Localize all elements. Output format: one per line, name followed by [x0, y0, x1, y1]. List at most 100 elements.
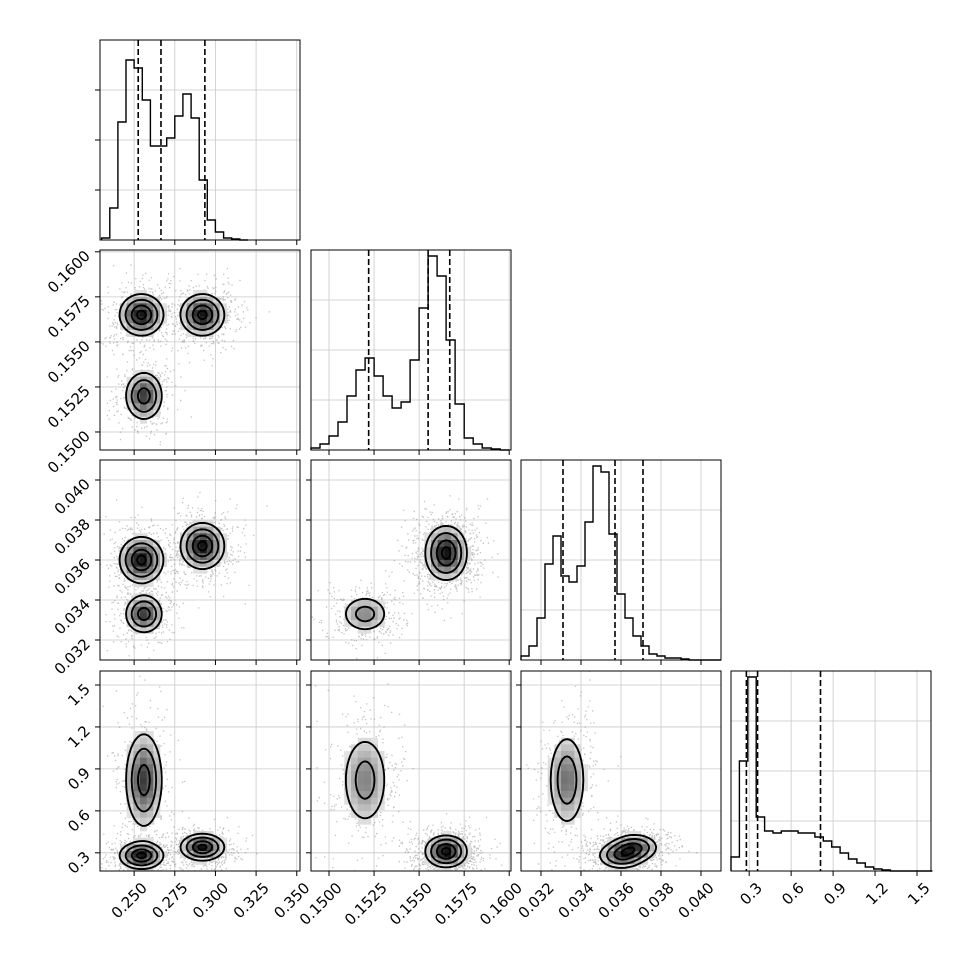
density-cell — [364, 613, 372, 621]
density-cell — [364, 784, 372, 792]
density-cell — [444, 553, 452, 561]
panel-content — [101, 675, 258, 871]
density-cell — [140, 811, 147, 818]
density-cell — [437, 857, 445, 865]
density-cell — [153, 396, 161, 404]
density-cell — [186, 540, 194, 547]
density-cell — [146, 757, 154, 765]
panel-content — [526, 671, 698, 871]
density-cell — [126, 383, 134, 391]
contour-level-2 — [354, 532, 463, 623]
contour-level-1 — [435, 539, 457, 567]
density-cell — [153, 844, 161, 852]
density-cell — [133, 553, 141, 561]
x-tick-label-1-3: 0.1575 — [431, 879, 481, 929]
density-cell — [351, 811, 358, 818]
density-cell — [126, 851, 134, 858]
density-cell — [213, 526, 221, 534]
density-cell — [364, 804, 372, 812]
density-cell — [133, 383, 141, 391]
density-cell — [574, 804, 582, 812]
density-cell — [153, 797, 161, 805]
density-cell — [351, 791, 358, 798]
density-cell — [357, 744, 365, 752]
density-cell — [431, 851, 438, 858]
density-cell — [431, 546, 438, 554]
contour-level-2 — [124, 747, 220, 867]
density-cell — [140, 606, 147, 614]
density-cell — [180, 533, 187, 541]
density-cell — [133, 390, 141, 397]
density-cell — [153, 751, 161, 758]
density-cell — [567, 804, 575, 812]
density-cell — [213, 844, 221, 852]
y-tick-label-2-2: 0.036 — [51, 555, 94, 598]
density-cell — [186, 296, 194, 304]
y-tick-label-3-4: 1.5 — [64, 680, 94, 710]
density-cell — [451, 526, 458, 534]
density-cell — [126, 296, 134, 304]
density-cell — [377, 600, 385, 607]
y-tick-label-2-0: 0.032 — [51, 635, 94, 678]
density-cell — [364, 791, 372, 798]
density-cell — [193, 540, 201, 547]
density-cell — [444, 831, 452, 838]
panel-content — [311, 495, 499, 660]
density-cell — [133, 764, 141, 772]
density-cell — [126, 303, 134, 311]
contour-level-0 — [136, 309, 208, 321]
density-cell — [186, 560, 194, 567]
density-cell — [561, 771, 568, 778]
density-cell — [206, 844, 214, 852]
y-tick-label-1-2: 0.1550 — [44, 337, 94, 387]
density-cell — [153, 857, 161, 865]
density-cell — [200, 533, 207, 541]
density-cell — [140, 784, 147, 792]
density-cell — [561, 797, 568, 805]
density-cell — [457, 540, 465, 547]
density-cell — [153, 403, 161, 411]
density-cell — [140, 824, 147, 832]
density-cell — [133, 403, 141, 411]
contour-level-1 — [435, 843, 457, 860]
density-cell — [160, 303, 167, 311]
density-cell — [357, 606, 365, 614]
density-cell — [153, 804, 161, 812]
density-cell — [133, 323, 141, 331]
density-cell — [220, 837, 227, 845]
density-cell — [567, 744, 575, 752]
density-cell — [120, 303, 127, 311]
y-tick-label-2-1: 0.034 — [51, 595, 94, 638]
density-cell — [424, 533, 432, 541]
density-cell — [357, 817, 365, 825]
density-cell — [431, 540, 438, 547]
density-cell — [424, 553, 432, 561]
density-cell — [364, 764, 372, 772]
density-cell — [371, 600, 378, 607]
x-tick-label-3-0: 0.3 — [736, 879, 766, 909]
scatter-panel-3-0 — [95, 670, 301, 876]
histogram-step-3 — [730, 676, 933, 872]
density-cell — [133, 560, 141, 567]
density-cell — [133, 376, 141, 384]
panel-frame — [310, 670, 512, 872]
contour-level-1 — [613, 842, 643, 861]
density-cell — [126, 403, 134, 411]
x-tick-label-2-2: 0.036 — [595, 879, 638, 922]
density-cell — [561, 737, 568, 745]
panel-frame — [310, 459, 512, 661]
density-cell — [364, 606, 372, 614]
panel-frame — [520, 670, 722, 872]
y-tick-label-3-3: 1.2 — [64, 722, 94, 752]
density-cell — [357, 797, 365, 805]
density-cell — [193, 323, 201, 331]
density-cell — [567, 791, 575, 798]
density-cell — [444, 533, 452, 541]
density-cell — [213, 310, 221, 317]
density-cell — [607, 851, 615, 858]
x-tick-label-0-3: 0.325 — [230, 879, 273, 922]
density-cell — [220, 553, 227, 561]
density-cell — [140, 593, 147, 601]
x-tick-label-1-4: 0.1600 — [476, 879, 526, 929]
x-tick-label-2-0: 0.032 — [515, 879, 558, 922]
